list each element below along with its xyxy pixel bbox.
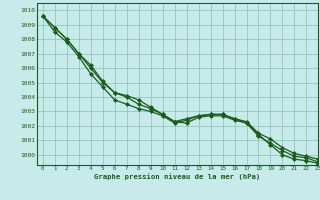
X-axis label: Graphe pression niveau de la mer (hPa): Graphe pression niveau de la mer (hPa) [94, 173, 261, 180]
